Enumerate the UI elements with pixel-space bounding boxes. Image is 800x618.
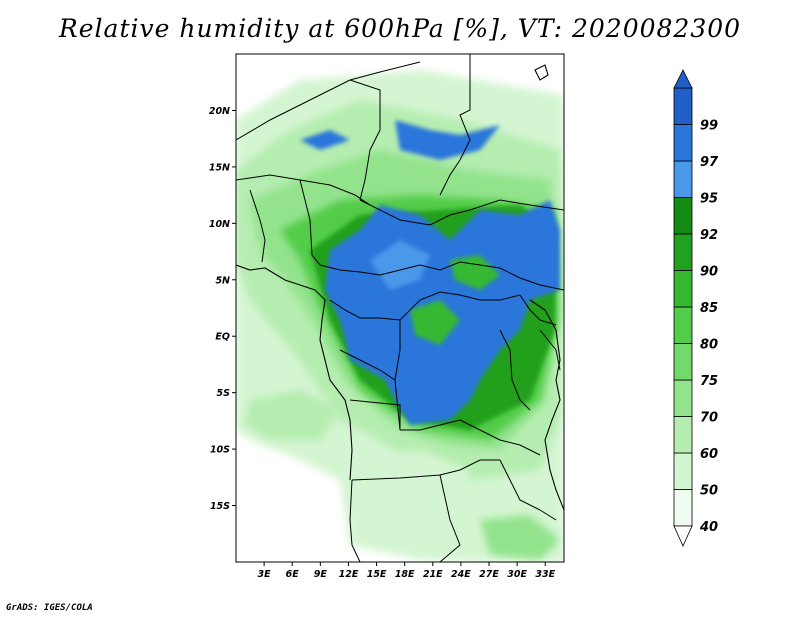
coastline: [236, 64, 564, 511]
colorbar-label: 85: [700, 301, 718, 316]
lon-tick-label: 15E: [367, 569, 387, 580]
colorbar-label: 60: [700, 447, 718, 462]
colorbar-segment: [673, 87, 693, 125]
lon-tick-label: 18E: [395, 569, 415, 580]
longitude-ticks: 3E 6E 9E 12E 15E 18E 21E 24E 27E 30E 33E: [258, 562, 556, 580]
country-borders: [236, 54, 564, 562]
lon-tick-label: 21E: [423, 569, 443, 580]
colorbar-segment: [673, 160, 693, 198]
lat-tick-label: 5S: [217, 388, 231, 399]
colorbar-segment: [673, 416, 693, 454]
colorbar-label: 95: [700, 192, 718, 207]
lon-tick-label: 30E: [507, 569, 527, 580]
lon-tick-label: 24E: [451, 569, 471, 580]
colorbar-segment: [673, 197, 693, 235]
credit-label: GrADS: IGES/COLA: [6, 603, 93, 613]
lat-tick-label: 20N: [209, 106, 230, 117]
colorbar-label: 99: [700, 119, 718, 134]
colorbar-label: 80: [700, 338, 718, 353]
lat-tick-label: 10S: [210, 445, 230, 456]
lon-tick-label: 27E: [479, 569, 499, 580]
colorbar: 40 50 60 70 75 80 85 90 92 95 97 99: [673, 69, 719, 547]
colorbar-segment: [673, 489, 693, 527]
lat-tick-label: 10N: [209, 219, 230, 230]
colorbar-segment: [673, 124, 693, 162]
lat-tick-label: 15S: [210, 501, 230, 512]
humidity-field: [236, 54, 564, 562]
colorbar-label: 92: [700, 228, 718, 243]
colorbar-segment: [673, 306, 693, 344]
colorbar-label: 97: [700, 155, 719, 170]
colorbar-segment: [673, 343, 693, 381]
colorbar-max-arrow: [673, 69, 693, 89]
colorbar-label: 40: [699, 520, 718, 535]
lat-tick-label: EQ: [215, 332, 230, 343]
colorbar-label: 75: [700, 374, 718, 389]
colorbar-segment: [673, 270, 693, 308]
map-title: Relative humidity at 600hPa [%], VT: 202…: [58, 14, 742, 43]
lat-tick-label: 15N: [209, 162, 230, 173]
colorbar-label: 90: [700, 265, 718, 280]
colorbar-segment: [673, 379, 693, 417]
lon-tick-label: 3E: [258, 569, 272, 580]
colorbar-min-arrow: [673, 525, 693, 547]
lon-tick-label: 33E: [535, 569, 555, 580]
colorbar-label: 50: [700, 484, 718, 499]
lon-tick-label: 12E: [339, 569, 359, 580]
colorbar-label: 70: [700, 411, 718, 426]
lat-tick-label: 5N: [215, 275, 230, 286]
colorbar-segment: [673, 452, 693, 490]
colorbar-segment: [673, 233, 693, 271]
lon-tick-label: 9E: [314, 569, 328, 580]
latitude-ticks: 20N 15N 10N 5N EQ 5S 10S 15S: [209, 106, 236, 512]
lon-tick-label: 6E: [286, 569, 300, 580]
map-frame: [235, 53, 565, 563]
